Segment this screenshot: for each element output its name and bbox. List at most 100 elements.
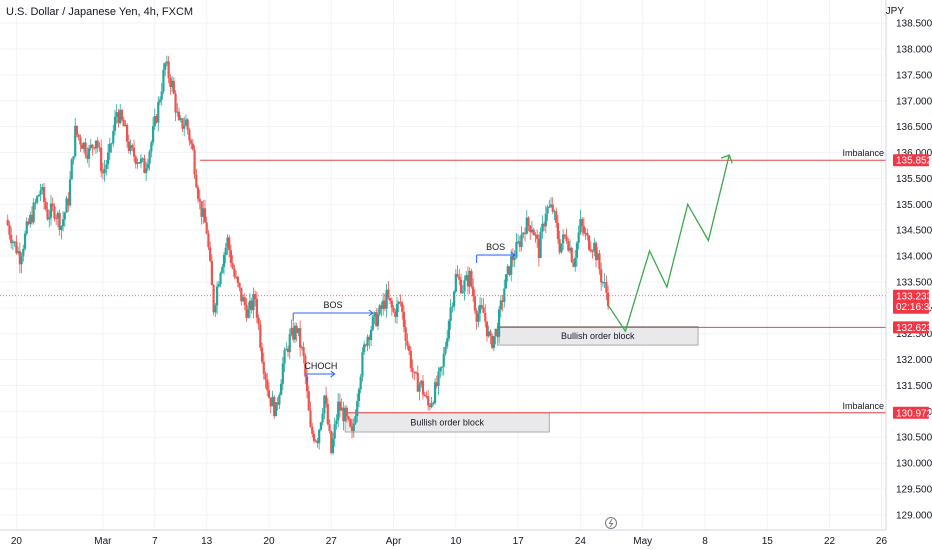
candle-body [240, 287, 243, 302]
y-tick-label: 132.000 [896, 355, 932, 366]
candle-body [568, 247, 572, 251]
candle-body [254, 293, 257, 300]
level-annotation: Imbalance [842, 148, 884, 158]
y-tick-label: 138.000 [896, 45, 932, 56]
projection[interactable] [607, 154, 733, 333]
candle-body [13, 241, 16, 243]
candle-body [492, 336, 496, 348]
candle-body [487, 331, 490, 337]
clock-icon[interactable] [605, 517, 617, 529]
candle-body [231, 263, 234, 269]
candle-body [193, 149, 196, 175]
candle-body [577, 232, 580, 243]
candle-body [567, 241, 570, 251]
candles[interactable] [6, 55, 610, 455]
y-tick-label: 137.000 [896, 96, 932, 107]
candle-body [81, 144, 84, 149]
candle-body [27, 221, 30, 225]
candle-body [56, 212, 60, 219]
candle-body [501, 300, 504, 302]
candle-body [589, 249, 592, 252]
candle-body [539, 231, 542, 259]
candle-body [6, 219, 9, 226]
candle-body [183, 125, 186, 129]
candle-body [593, 242, 596, 252]
candle-body [241, 297, 245, 302]
candle-body [103, 168, 106, 174]
candle-body [437, 371, 440, 386]
candle-body [427, 396, 430, 406]
level-price-tag-bg [893, 406, 929, 419]
candle-body [472, 286, 475, 297]
x-tick-label: 17 [513, 536, 525, 547]
candle-body [203, 208, 207, 223]
candle-body [96, 140, 99, 148]
candle-body [522, 232, 525, 235]
candle-body [84, 142, 87, 155]
candle-body [61, 219, 65, 227]
candle-body [233, 268, 236, 277]
candle-body [195, 174, 198, 188]
projection-path[interactable] [607, 154, 730, 333]
candle-body [290, 327, 293, 335]
candle-body [466, 275, 470, 287]
candle-body [392, 307, 395, 312]
candle-body [67, 198, 70, 206]
candle-body [428, 405, 431, 408]
candle-body [186, 119, 189, 130]
candle-body [326, 403, 329, 425]
candle-body [401, 302, 404, 312]
candle-body [418, 384, 421, 392]
candle-body [473, 296, 476, 311]
candle-body [529, 225, 532, 233]
candle-body [63, 212, 66, 220]
candle-body [420, 380, 423, 385]
candle-body [402, 311, 406, 328]
candle-body [350, 426, 354, 431]
candle-body [150, 142, 153, 152]
candle-body [549, 204, 553, 207]
candle-body [155, 116, 158, 123]
candle-body [273, 396, 276, 417]
candle-body [260, 347, 264, 362]
candle-body [70, 159, 73, 180]
candle-body [276, 402, 279, 405]
levels[interactable]: Imbalance Imbalance [0, 148, 886, 414]
candle-body [506, 266, 509, 275]
candle-body [558, 239, 561, 253]
order-blocks[interactable]: Bullish order block Bullish order block [344, 326, 699, 433]
candle-body [82, 142, 85, 149]
level-price-tag: 132.623 [896, 323, 932, 334]
candle-body [444, 346, 447, 354]
candle-body [364, 344, 367, 346]
candle-body [347, 416, 350, 420]
candle-body [394, 311, 397, 317]
candle-body [113, 116, 117, 131]
y-tick-label: 135.500 [896, 174, 932, 185]
candle-body [36, 196, 39, 203]
candle-body [162, 69, 165, 92]
candle-body [108, 143, 111, 153]
candle-body [51, 203, 54, 207]
candle-body [510, 256, 513, 275]
candle-body [257, 317, 260, 325]
candle-body [288, 334, 291, 353]
candle-body [49, 203, 53, 218]
candle-body [357, 389, 361, 402]
candle-body [138, 162, 141, 164]
candle-body [131, 145, 134, 148]
candle-body [451, 306, 454, 308]
candle-body [373, 312, 376, 317]
x-tick-label: 27 [326, 536, 338, 547]
candle-body [468, 270, 471, 287]
candle-body [127, 141, 130, 151]
candle-body [79, 137, 82, 145]
candle-body [274, 402, 278, 417]
candle-body [335, 420, 338, 425]
candle-body [190, 140, 193, 144]
currency-label: JPY [885, 6, 904, 17]
structure-marks[interactable]: BOS CHOCH BOS [292, 242, 516, 383]
